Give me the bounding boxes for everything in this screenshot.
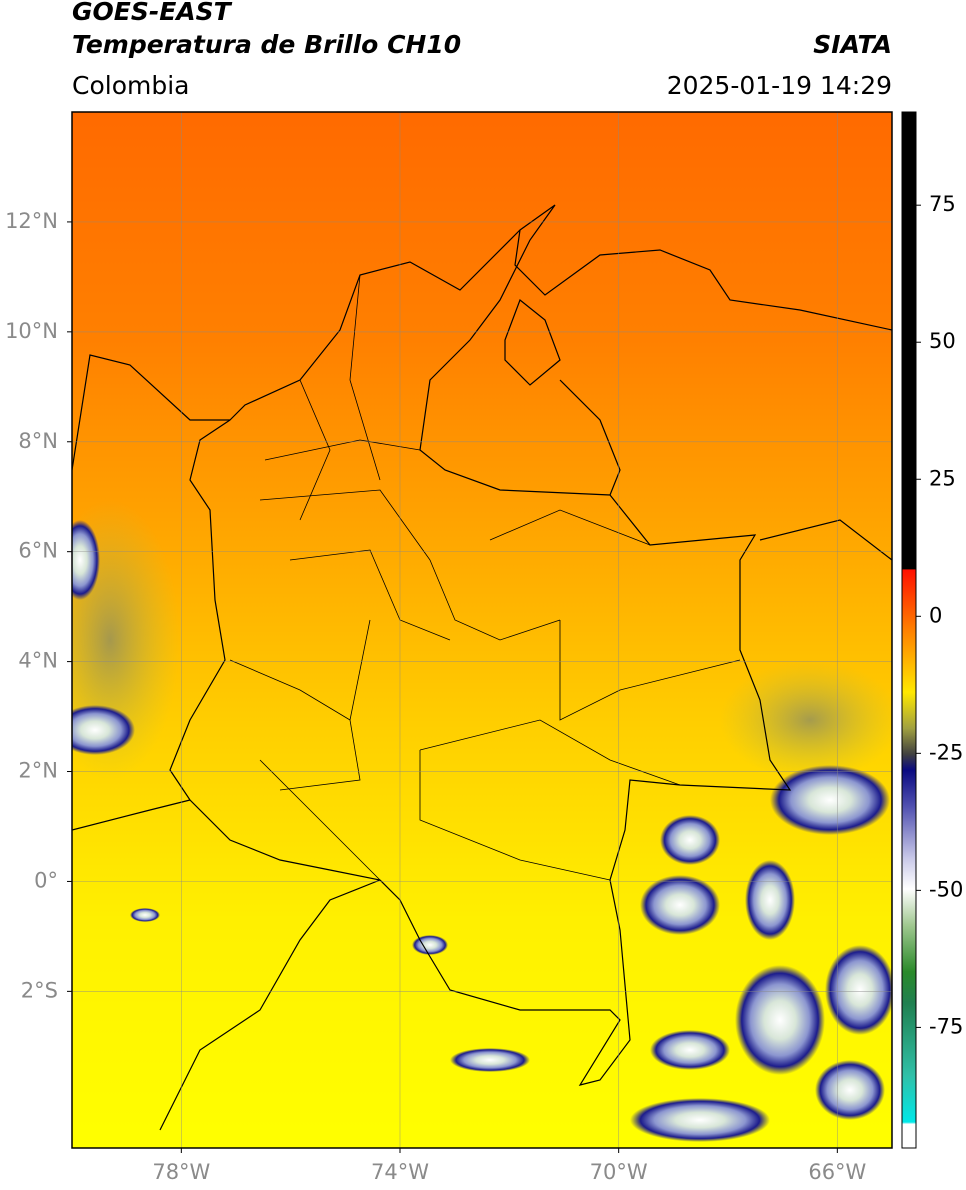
lat-tick-label: 4°N — [18, 649, 58, 673]
colorbar-tick-label: -50 — [929, 877, 963, 901]
lat-tick-label: 8°N — [18, 429, 58, 453]
coastline — [72, 229, 892, 1131]
cloud — [825, 945, 892, 1035]
cloud — [660, 815, 720, 865]
cloud — [72, 705, 135, 755]
colorbar — [901, 111, 917, 1149]
lat-tick-label: 2°S — [21, 978, 58, 1002]
cloud — [815, 1060, 885, 1120]
colombia-border — [169, 204, 792, 1086]
map-frame — [71, 111, 893, 1149]
cloud — [735, 965, 825, 1075]
lat-tick-label: 12°N — [5, 209, 58, 233]
lat-tick-label: 0° — [34, 868, 58, 892]
cloud — [630, 1098, 770, 1142]
haze — [720, 660, 892, 780]
cloud — [412, 935, 448, 955]
region: Colombia — [72, 71, 189, 100]
lat-tick-label: 10°N — [5, 319, 58, 343]
lat-tick-label: 6°N — [18, 539, 58, 563]
colorbar-tick-label: 50 — [929, 329, 956, 353]
department-borders — [229, 274, 741, 881]
title-line2: Temperatura de Brillo CH10 — [72, 30, 461, 59]
colorbar-tick-label: 25 — [929, 466, 956, 490]
cloud — [640, 875, 720, 935]
cloud — [450, 1048, 530, 1072]
source: SIATA — [813, 30, 892, 59]
cloud — [770, 765, 890, 835]
map-image — [72, 112, 892, 1148]
lon-tick-label: 74°W — [371, 1160, 429, 1184]
datetime: 2025-01-19 14:29 — [667, 71, 892, 100]
venezuela-border — [559, 379, 892, 561]
lon-tick-label: 70°W — [590, 1160, 648, 1184]
lon-tick-label: 66°W — [808, 1160, 866, 1184]
cloud — [72, 520, 100, 600]
colorbar-tick-label: -75 — [929, 1014, 963, 1038]
cloud — [650, 1030, 730, 1070]
graticule — [72, 112, 892, 1148]
colorbar-tick-label: 0 — [929, 603, 942, 627]
colorbar-tick-label: -25 — [929, 740, 963, 764]
lon-tick-label: 78°W — [152, 1160, 210, 1184]
title-line1: GOES-EAST — [72, 0, 233, 26]
cloud — [745, 860, 795, 940]
cloud — [130, 908, 160, 922]
colorbar-tick-label: 75 — [929, 192, 956, 216]
lat-tick-label: 2°N — [18, 759, 58, 783]
